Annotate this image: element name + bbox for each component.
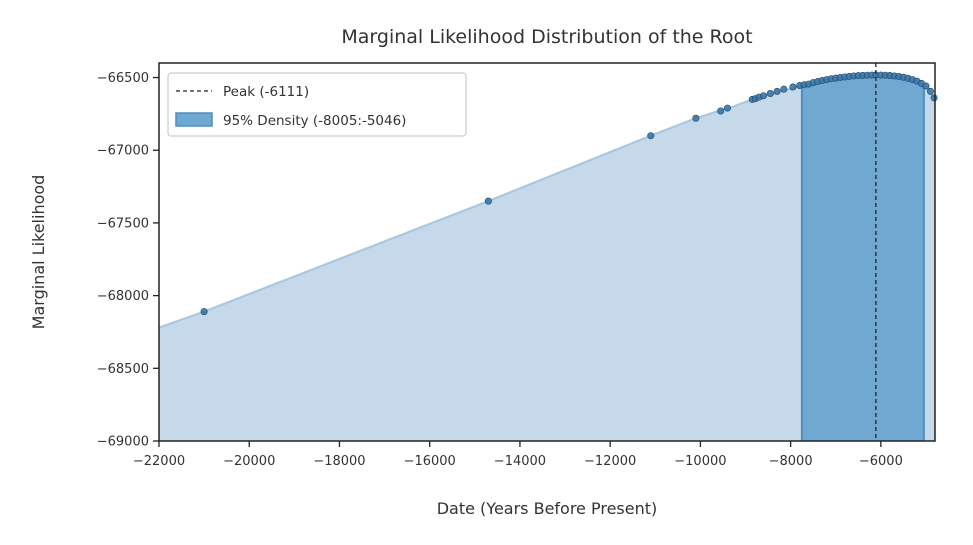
data-point [200, 308, 208, 316]
legend: Peak (-6111) 95% Density (-8005:-5046) [167, 72, 467, 137]
data-point [789, 83, 797, 91]
x-tick-label: −12000 [584, 454, 636, 469]
x-tick-label: −6000 [859, 454, 903, 469]
data-point [766, 90, 774, 98]
y-tick-label: −68000 [97, 289, 149, 304]
x-tick-label: −10000 [674, 454, 726, 469]
y-tick-label: −68500 [97, 362, 149, 377]
legend-box [167, 72, 467, 137]
y-axis-label: Marginal Likelihood [29, 175, 48, 330]
chart-title: Marginal Likelihood Distribution of the … [341, 26, 752, 48]
y-tick-label: −67500 [97, 216, 149, 231]
x-tick-label: −18000 [313, 454, 365, 469]
y-tick-label: −67000 [97, 144, 149, 159]
data-point [723, 104, 731, 112]
y-tick-label: −66500 [97, 71, 149, 86]
x-tick-label: −16000 [404, 454, 456, 469]
data-point [926, 87, 934, 95]
data-point [760, 92, 768, 100]
legend-density-label: 95% Density (-8005:-5046) [223, 113, 406, 129]
data-point [692, 114, 700, 122]
axis-ticks: −22000 −20000 −18000 −16000 −14000 −12000 −100… [97, 71, 903, 469]
data-point [484, 197, 492, 205]
x-tick-label: −22000 [133, 454, 185, 469]
legend-density-swatch [175, 112, 213, 127]
data-point [780, 85, 788, 93]
density-interval-fill [801, 74, 924, 441]
x-axis-label: Date (Years Before Present) [437, 499, 658, 518]
data-point [647, 132, 655, 140]
data-point [922, 82, 930, 90]
area-fill-full [159, 74, 935, 441]
x-tick-label: −8000 [769, 454, 813, 469]
legend-peak-label: Peak (-6111) [223, 84, 309, 100]
plot-area [158, 63, 938, 441]
data-point [773, 87, 781, 95]
data-point [717, 107, 725, 115]
plot-frame [158, 62, 936, 442]
x-tick-label: −20000 [223, 454, 275, 469]
data-point [930, 94, 938, 102]
y-tick-label: −69000 [97, 435, 149, 450]
x-tick-label: −14000 [494, 454, 546, 469]
